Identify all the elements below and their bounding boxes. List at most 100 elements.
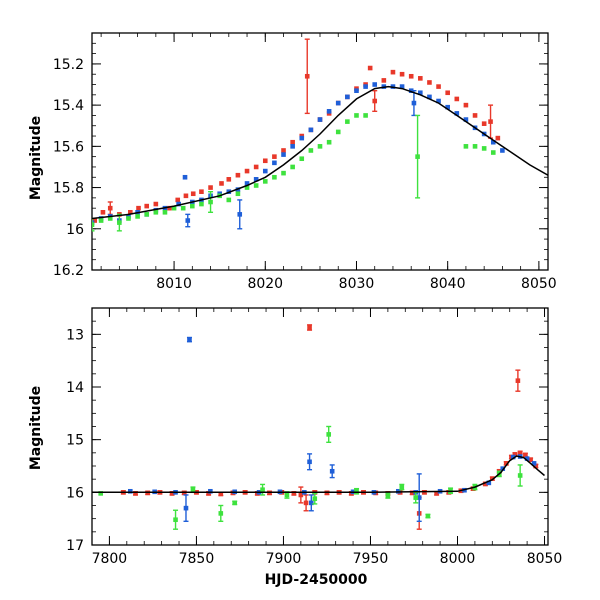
top-data-point xyxy=(354,88,359,94)
top-data-point xyxy=(190,191,196,197)
top-data-point xyxy=(399,84,405,89)
top-data-point xyxy=(463,144,469,149)
bottom-data-area xyxy=(92,324,545,530)
top-data-point xyxy=(183,193,189,199)
top-data-point xyxy=(317,117,323,122)
top-data-point xyxy=(490,150,496,155)
bottom-data-point xyxy=(434,491,439,496)
bottom-x-tick-label: 7850 xyxy=(179,551,215,567)
top-data-point xyxy=(107,216,113,221)
bottom-data-point xyxy=(483,481,488,487)
top-data-point xyxy=(244,168,250,174)
bottom-data-point xyxy=(307,459,312,465)
top-data-point xyxy=(445,104,450,110)
top-data-point xyxy=(98,218,104,223)
top-x-tick-label: 8020 xyxy=(247,276,283,292)
bottom-data-point xyxy=(517,450,523,456)
top-data-point xyxy=(418,90,423,96)
top-data-point xyxy=(281,170,286,176)
bottom-y-axis-label: Magnitude xyxy=(28,386,44,470)
bottom-data-point xyxy=(490,476,495,481)
top-x-tick-label: 8040 xyxy=(430,276,466,292)
bottom-series-2 xyxy=(98,425,523,530)
bottom-data-point xyxy=(183,505,189,511)
bottom-data-point xyxy=(503,461,509,466)
bottom-y-tick-label: 14 xyxy=(66,380,84,396)
top-data-point xyxy=(262,158,268,164)
bottom-data-point xyxy=(385,493,391,498)
bottom-data-point xyxy=(169,491,175,496)
top-data-point xyxy=(208,199,213,205)
top-data-point xyxy=(226,177,232,182)
top-data-point xyxy=(304,73,310,79)
top-data-point xyxy=(253,164,259,170)
top-data-point xyxy=(367,65,373,71)
top-data-point xyxy=(345,94,350,100)
top-data-point xyxy=(272,154,277,159)
top-data-point xyxy=(490,139,496,145)
top-data-point xyxy=(235,172,241,178)
top-data-point xyxy=(290,139,295,145)
top-data-point xyxy=(408,88,414,94)
top-data-point xyxy=(237,212,243,217)
top-data-point xyxy=(167,205,172,211)
bottom-series-1 xyxy=(127,336,537,522)
bottom-data-point xyxy=(307,325,312,330)
top-data-point xyxy=(427,80,432,85)
bottom-data-point xyxy=(425,513,431,519)
top-data-point xyxy=(481,146,487,151)
bottom-data-point xyxy=(524,456,530,461)
bottom-y-tick-label: 16 xyxy=(66,485,84,501)
bottom-data-point xyxy=(416,495,422,500)
top-data-point xyxy=(253,177,259,182)
bottom-data-point xyxy=(531,461,537,466)
top-x-tick-label: 8010 xyxy=(156,276,192,292)
top-data-point xyxy=(500,148,505,153)
top-data-point xyxy=(381,78,387,83)
top-data-point xyxy=(253,183,259,188)
top-y-tick-label: 16 xyxy=(66,222,84,238)
bottom-data-point xyxy=(510,454,516,460)
bottom-data-point xyxy=(329,468,335,474)
bottom-data-point xyxy=(291,491,297,496)
top-data-point xyxy=(190,203,195,209)
top-data-point xyxy=(199,189,204,194)
bottom-x-tick-label: 7950 xyxy=(353,551,389,567)
top-data-area xyxy=(92,38,548,232)
top-data-point xyxy=(418,76,423,81)
bottom-plot-frame xyxy=(91,307,549,546)
bottom-data-point xyxy=(260,487,265,492)
bottom-data-point xyxy=(173,517,178,523)
bottom-x-tick-label: 7900 xyxy=(266,551,302,567)
top-light-curve-panel: Magnitude 8010 8020 8030 8040 8050 15.2 15.4 15… xyxy=(28,32,557,292)
top-y-tick-label: 15.6 xyxy=(53,139,84,155)
bottom-data-point xyxy=(523,452,528,458)
bottom-light-curve-panel: Magnitude HJD-2450000 7800 7850 7900 7950 80… xyxy=(28,307,562,588)
bottom-data-point xyxy=(133,491,138,496)
top-data-point xyxy=(335,129,341,135)
top-y-tick-label: 15.2 xyxy=(53,57,84,73)
bottom-data-point xyxy=(98,491,104,496)
bottom-data-point xyxy=(187,337,192,342)
bottom-data-point xyxy=(303,500,309,506)
bottom-data-point xyxy=(528,457,533,462)
bottom-data-point xyxy=(533,463,539,469)
top-data-point xyxy=(463,102,469,108)
top-data-point xyxy=(326,109,332,114)
bottom-data-point xyxy=(218,491,224,497)
top-data-point xyxy=(317,144,323,149)
top-data-point xyxy=(92,222,95,227)
bottom-data-point xyxy=(312,496,318,501)
top-data-point xyxy=(244,181,250,186)
top-series-1 xyxy=(92,82,505,230)
bottom-y-tick-label: 13 xyxy=(66,327,84,343)
top-data-point xyxy=(415,154,420,159)
top-x-tick-label: 8050 xyxy=(521,276,557,292)
bottom-data-point xyxy=(190,487,196,492)
top-data-point xyxy=(345,119,350,124)
bottom-data-point xyxy=(232,500,238,506)
top-model-curve xyxy=(92,85,548,220)
top-data-point xyxy=(290,144,295,149)
top-data-point xyxy=(372,98,378,104)
top-plot-frame xyxy=(91,32,549,271)
